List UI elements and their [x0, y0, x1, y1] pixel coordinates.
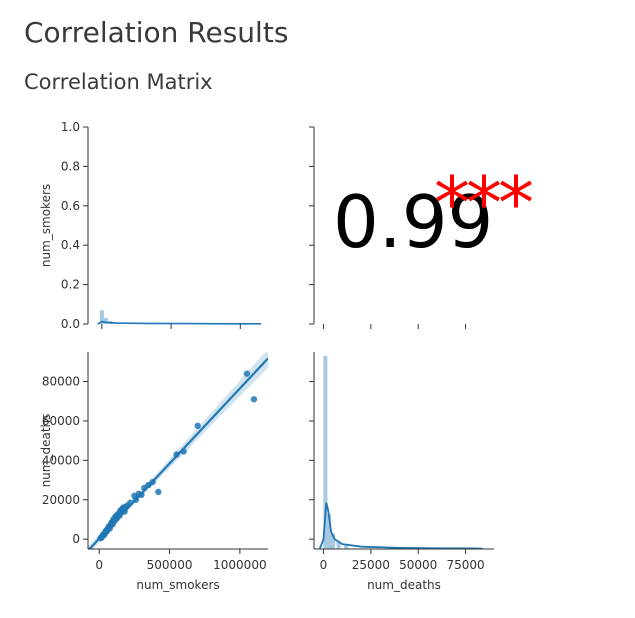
- deaths-kde-line: [318, 502, 483, 550]
- scatter-point-27: [155, 488, 162, 496]
- bottom-left-y-tick-3-label: 60000: [42, 414, 80, 428]
- page-title: Correlation Results: [24, 16, 289, 49]
- bottom-right-x-tick-2-label: 50000: [399, 558, 437, 572]
- deaths-hist-bar-3: [336, 541, 341, 549]
- bottom-left-x-tick-0-label: 0: [95, 558, 103, 572]
- top-left-y-tick-4-label: 0.8: [61, 159, 80, 173]
- bottom-right-xlabel: num_deaths: [367, 578, 441, 592]
- significance-stars: ***: [434, 161, 532, 245]
- top-left-ylabel: num_smokers: [39, 184, 53, 267]
- smokers-hist-bar-1: [104, 318, 108, 324]
- bottom-left-y-tick-4-label: 80000: [42, 375, 80, 389]
- top-left-y-tick-1-label: 0.2: [61, 278, 80, 292]
- bottom-left-x-tick-2-label: 1000000: [213, 558, 266, 572]
- bottom-left-plot-area: [88, 352, 268, 549]
- deaths-hist-bar-2: [330, 533, 335, 549]
- scatter-point-30: [194, 422, 201, 430]
- bottom-right-x-tick-0-label: 0: [320, 558, 328, 572]
- top-left-y-tick-5-label: 1.0: [61, 120, 80, 134]
- scatter-point-31: [243, 370, 251, 377]
- bottom-left-x-tick-1-label: 500000: [147, 558, 193, 572]
- scatter-point-32: [250, 396, 258, 403]
- bottom-right-x-tick-3-label: 75000: [446, 558, 484, 572]
- regression-confidence-band: [88, 352, 268, 549]
- top-left-y-tick-0-label: 0.0: [61, 317, 80, 331]
- bottom-left-ylabel: num_deaths: [39, 414, 53, 488]
- deaths-hist-bar-0: [323, 355, 328, 549]
- bottom-left-xlabel: num_smokers: [136, 578, 219, 592]
- bottom-left-y-tick-0-label: 0: [72, 532, 80, 546]
- bottom-left-y-tick-2-label: 40000: [42, 453, 80, 467]
- correlation-value: 0.99: [333, 180, 493, 264]
- page-subtitle: Correlation Matrix: [24, 70, 213, 94]
- smokers-kde-line: [97, 320, 262, 325]
- deaths-hist-bar-1: [327, 514, 332, 549]
- top-left-y-tick-2-label: 0.4: [61, 238, 80, 252]
- bottom-left-y-tick-1-label: 20000: [42, 493, 80, 507]
- regression-line: [88, 357, 268, 549]
- deaths-hist-bar-4: [344, 545, 349, 549]
- top-left-y-tick-3-label: 0.6: [61, 199, 80, 213]
- bottom-right-x-tick-1-label: 25000: [352, 558, 390, 572]
- smokers-hist-bar-0: [99, 310, 104, 324]
